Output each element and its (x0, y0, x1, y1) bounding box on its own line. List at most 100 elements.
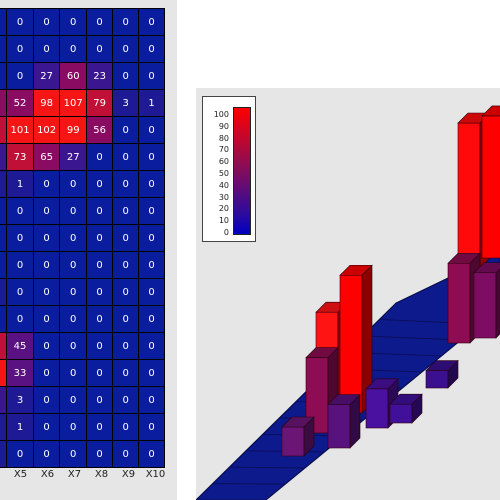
heatmap-cell[interactable]: 0 (112, 332, 140, 360)
heatmap-cell[interactable]: 0 (6, 35, 34, 63)
heatmap-cell[interactable]: 33 (6, 359, 34, 387)
heatmap-cell[interactable]: 0 (112, 440, 140, 468)
heatmap-cell[interactable]: 0 (0, 305, 8, 333)
heatmap-cell[interactable]: 0 (112, 197, 140, 225)
heatmap-cell[interactable]: 0 (138, 170, 165, 198)
heatmap-cell[interactable]: 0 (0, 62, 8, 90)
heatmap-cell[interactable]: 27 (32, 62, 61, 90)
heatmap-cell[interactable]: 0 (59, 386, 87, 414)
heatmap-cell[interactable]: 0 (85, 440, 114, 468)
heatmap-cell[interactable]: 23 (85, 62, 114, 90)
heatmap-cell[interactable]: 0 (0, 8, 8, 36)
heatmap-cell[interactable]: 0 (32, 386, 61, 414)
heatmap-cell[interactable]: 45 (6, 332, 34, 360)
heatmap-cell[interactable]: 0 (138, 440, 165, 468)
heatmap-cell[interactable]: 0 (85, 332, 114, 360)
heatmap-cell[interactable]: 95 (0, 359, 8, 387)
heatmap-cell[interactable]: 56 (85, 116, 114, 144)
heatmap-cell[interactable]: 0 (138, 197, 165, 225)
heatmap-cell[interactable]: 6 (0, 413, 8, 441)
heatmap-cell[interactable]: 79 (0, 116, 8, 144)
heatmap-cell[interactable]: 52 (6, 89, 34, 117)
heatmap-cell[interactable]: 101 (6, 116, 34, 144)
heatmap-cell[interactable]: 0 (138, 224, 165, 252)
heatmap-cell[interactable]: 0 (138, 116, 165, 144)
heatmap-cell[interactable]: 0 (138, 143, 165, 171)
heatmap-cell[interactable]: 0 (6, 305, 34, 333)
heatmap-cell[interactable]: 0 (6, 440, 34, 468)
heatmap-cell[interactable]: 0 (138, 278, 165, 306)
heatmap-cell[interactable]: 1 (0, 170, 8, 198)
heatmap-cell[interactable]: 79 (85, 89, 114, 117)
heatmap-cell[interactable]: 0 (85, 143, 114, 171)
heatmap-cell[interactable]: 0 (112, 251, 140, 279)
heatmap-cell[interactable]: 3 (112, 89, 140, 117)
heatmap-cell[interactable]: 0 (32, 170, 61, 198)
heatmap-cell[interactable]: 0 (6, 251, 34, 279)
heatmap-cell[interactable]: 0 (6, 278, 34, 306)
heatmap-cell[interactable]: 7 (0, 278, 8, 306)
heatmap-cell[interactable]: 0 (112, 35, 140, 63)
heatmap-cell[interactable]: 0 (112, 413, 140, 441)
heatmap-cell[interactable]: 27 (59, 143, 87, 171)
heatmap-cell[interactable]: 0 (32, 278, 61, 306)
heatmap-cell[interactable]: 0 (59, 413, 87, 441)
heatmap-cell[interactable]: 73 (0, 332, 8, 360)
heatmap-cell[interactable]: 0 (59, 305, 87, 333)
heatmap-cell[interactable]: 0 (138, 62, 165, 90)
heatmap-cell[interactable]: 0 (85, 305, 114, 333)
heatmap-cell[interactable]: 0 (85, 8, 114, 36)
heatmap-cell[interactable]: 0 (138, 35, 165, 63)
heatmap-cell[interactable]: 0 (32, 8, 61, 36)
heatmap-cell[interactable]: 0 (112, 143, 140, 171)
heatmap-cell[interactable]: 0 (112, 116, 140, 144)
heatmap-cell[interactable]: 0 (32, 251, 61, 279)
heatmap-cell[interactable]: 0 (138, 413, 165, 441)
heatmap-cell[interactable]: 0 (32, 224, 61, 252)
heatmap-cell[interactable]: 0 (112, 8, 140, 36)
heatmap-cell[interactable]: 0 (112, 305, 140, 333)
heatmap-cell[interactable]: 107 (59, 89, 87, 117)
heatmap-cell[interactable]: 0 (59, 35, 87, 63)
heatmap-cell[interactable]: 3 (6, 386, 34, 414)
heatmap-cell[interactable]: 1 (138, 89, 165, 117)
heatmap-cell[interactable]: 0 (85, 35, 114, 63)
heatmap-cell[interactable]: 0 (85, 413, 114, 441)
heatmap-cell[interactable]: 0 (138, 251, 165, 279)
heatmap-cell[interactable]: 0 (112, 359, 140, 387)
heatmap-cell[interactable]: 0 (85, 386, 114, 414)
heatmap-cell[interactable]: 0 (0, 224, 8, 252)
heatmap-cell[interactable]: 0 (85, 359, 114, 387)
heatmap-cell[interactable]: 0 (138, 359, 165, 387)
heatmap-cell[interactable]: 3 (0, 440, 8, 468)
heatmap-cell[interactable]: 0 (138, 305, 165, 333)
heatmap-cell[interactable]: 0 (32, 413, 61, 441)
heatmap-cell[interactable]: 0 (112, 170, 140, 198)
heatmap-cell[interactable]: 0 (138, 386, 165, 414)
heatmap-cell[interactable]: 0 (112, 278, 140, 306)
heatmap-cell[interactable]: 0 (6, 197, 34, 225)
heatmap-cell[interactable]: 0 (59, 8, 87, 36)
heatmap-cell[interactable]: 0 (59, 440, 87, 468)
heatmap-cell[interactable]: 0 (32, 359, 61, 387)
heatmap-cell[interactable]: 0 (59, 197, 87, 225)
heatmap-cell[interactable]: 0 (85, 170, 114, 198)
heatmap-cell[interactable]: 0 (59, 332, 87, 360)
heatmap-cell[interactable]: 0 (32, 35, 61, 63)
heatmap-cell[interactable]: 0 (6, 62, 34, 90)
heatmap-cell[interactable]: 0 (59, 170, 87, 198)
heatmap-cell[interactable]: 1 (6, 413, 34, 441)
heatmap-cell[interactable]: 0 (85, 278, 114, 306)
heatmap-cell[interactable]: 0 (6, 224, 34, 252)
heatmap-cell[interactable]: 0 (59, 224, 87, 252)
heatmap-cell[interactable]: 0 (32, 332, 61, 360)
heatmap-cell[interactable]: 50 (0, 89, 8, 117)
heatmap-cell[interactable]: 0 (32, 440, 61, 468)
heatmap-cell[interactable]: 0 (138, 8, 165, 36)
heatmap-cell[interactable]: 0 (112, 386, 140, 414)
heatmap-cell[interactable]: 99 (59, 116, 87, 144)
heatmap-cell[interactable]: 0 (138, 332, 165, 360)
heatmap-cell[interactable]: 0 (112, 224, 140, 252)
heatmap-cell[interactable]: 0 (85, 224, 114, 252)
heatmap-cell[interactable]: 0 (112, 62, 140, 90)
